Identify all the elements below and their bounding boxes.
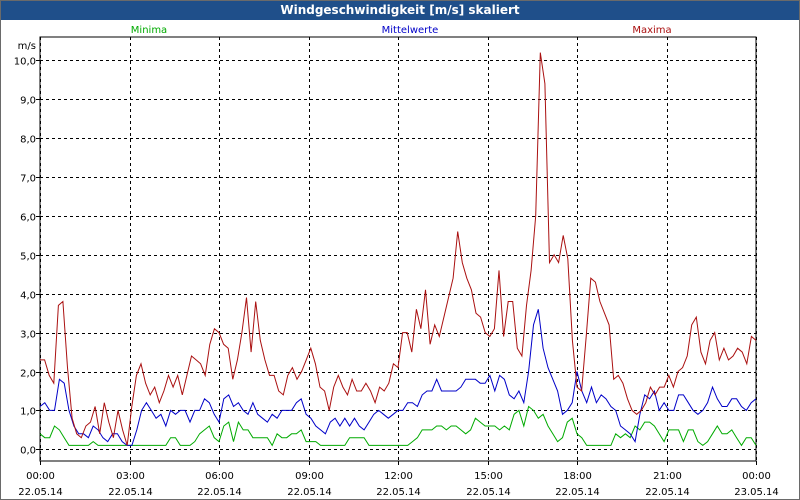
x-tick-label-date: 22.05.14: [287, 487, 332, 498]
y-tick-label: 7,0: [20, 174, 36, 185]
y-tick-label: 4,0: [20, 291, 36, 302]
y-tick-label: 0,0: [20, 446, 36, 457]
x-tick-label-time: 12:00: [384, 471, 413, 482]
x-tick-label-date: 22.05.14: [18, 487, 63, 498]
x-tick-label-time: 21:00: [653, 471, 682, 482]
x-tick-label-time: 03:00: [116, 471, 145, 482]
y-tick-label: 10,0: [14, 57, 36, 68]
x-tick-label-time: 09:00: [295, 471, 324, 482]
y-tick-label: 6,0: [20, 213, 36, 224]
y-tick-label: 1,0: [20, 407, 36, 418]
legend-mittelwerte: Mittelwerte: [382, 25, 439, 36]
chart-title: Windgeschwindigkeit [m/s] skaliert: [1, 1, 799, 20]
y-tick-label: 8,0: [20, 135, 36, 146]
series-line-maxima: [40, 52, 757, 446]
x-tick-label-date: 22.05.14: [645, 487, 690, 498]
x-tick-label-time: 00:00: [742, 471, 771, 482]
legend-maxima: Maxima: [632, 25, 671, 36]
y-tick-label: 5,0: [20, 252, 36, 263]
series-line-mittelwerte: [39, 309, 757, 446]
x-tick-label-date: 22.05.14: [197, 487, 242, 498]
x-tick-label-date: 23.05.14: [734, 487, 779, 498]
x-tick-label-date: 22.05.14: [555, 487, 600, 498]
x-tick-label-date: 22.05.14: [466, 487, 511, 498]
series-line-minima: [39, 405, 757, 447]
y-tick-label: 9,0: [20, 96, 36, 107]
x-tick-label-date: 22.05.14: [376, 487, 421, 498]
x-tick-label-date: 22.05.14: [108, 487, 153, 498]
x-tick-label-time: 18:00: [563, 471, 592, 482]
legend-minima: Minima: [131, 25, 167, 36]
x-tick-label-time: 00:00: [26, 471, 55, 482]
wind-speed-chart: 0,0 1,0 2,0 3,0 4,0 5,0 6,0 7,0 8,0 9,0 10,0 m/s 00:…: [14, 25, 779, 498]
x-tick-label-time: 15:00: [474, 471, 503, 482]
y-tick-label: 3,0: [20, 330, 36, 341]
x-tick-label-time: 06:00: [205, 471, 234, 482]
y-tick-label: 2,0: [20, 369, 36, 380]
y-axis-label: m/s: [18, 41, 36, 52]
